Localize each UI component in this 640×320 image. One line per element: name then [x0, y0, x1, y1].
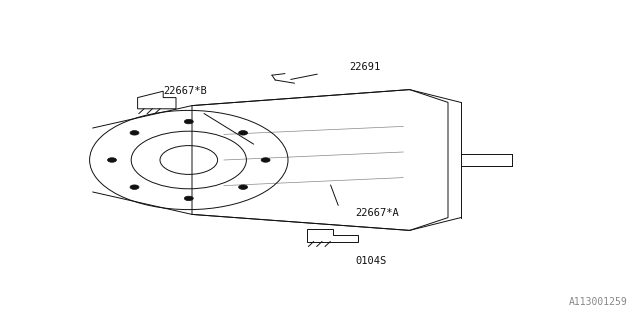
Text: A113001259: A113001259 [568, 297, 627, 307]
Circle shape [184, 196, 193, 201]
Circle shape [130, 131, 139, 135]
Circle shape [108, 158, 116, 162]
Circle shape [239, 185, 248, 189]
Text: 22667*B: 22667*B [163, 86, 207, 96]
Text: 0104S: 0104S [355, 256, 387, 266]
Circle shape [184, 119, 193, 124]
Circle shape [261, 158, 270, 162]
Text: 22691: 22691 [349, 62, 380, 72]
Circle shape [130, 185, 139, 189]
Circle shape [239, 131, 248, 135]
Text: 22667*A: 22667*A [355, 208, 399, 218]
